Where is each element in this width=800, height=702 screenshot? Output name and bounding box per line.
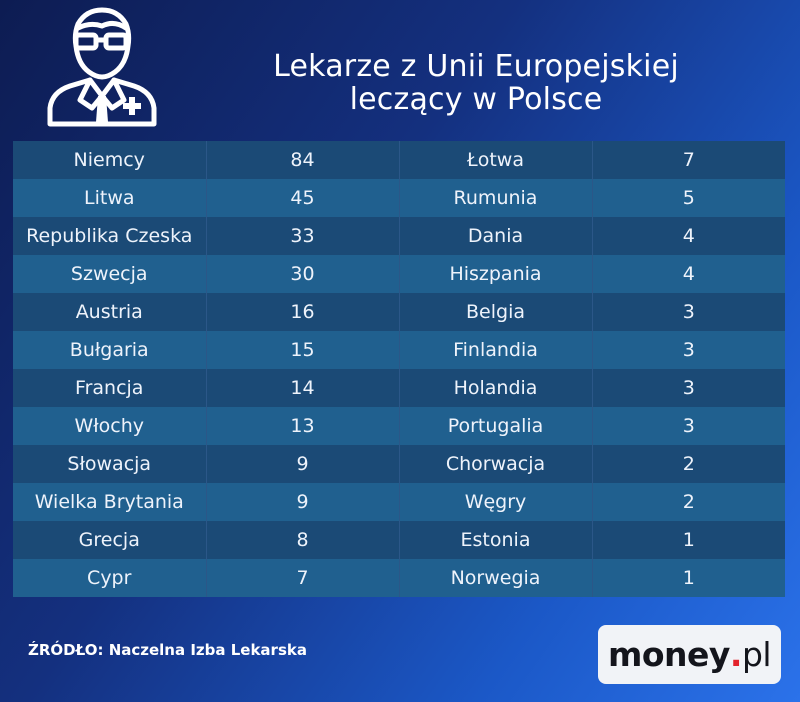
left-value-cell: 15 <box>206 331 400 369</box>
page-title: Lekarze z Unii Europejskiej leczący w Po… <box>196 50 756 116</box>
right-country-cell: Dania <box>399 217 593 255</box>
title-line-1: Lekarze z Unii Europejskiej <box>273 49 679 84</box>
table-row: Austria 16 Belgia 3 <box>13 293 785 331</box>
left-country-cell: Francja <box>13 369 207 407</box>
right-country-cell: Norwegia <box>399 559 593 597</box>
left-value-cell: 9 <box>206 483 400 521</box>
right-country-cell: Holandia <box>399 369 593 407</box>
table-row: Republika Czeska 33 Dania 4 <box>13 217 785 255</box>
right-value-cell: 3 <box>592 331 785 369</box>
table-row: Bułgaria 15 Finlandia 3 <box>13 331 785 369</box>
left-value-cell: 84 <box>206 141 400 179</box>
table-row: Słowacja 9 Chorwacja 2 <box>13 445 785 483</box>
left-country-cell: Republika Czeska <box>13 217 207 255</box>
right-value-cell: 3 <box>592 293 785 331</box>
table-row: Włochy 13 Portugalia 3 <box>13 407 785 445</box>
left-country-cell: Wielka Brytania <box>13 483 207 521</box>
table-row: Szwecja 30 Hiszpania 4 <box>13 255 785 293</box>
right-value-cell: 1 <box>592 559 785 597</box>
left-value-cell: 30 <box>206 255 400 293</box>
right-value-cell: 7 <box>592 141 785 179</box>
left-country-cell: Grecja <box>13 521 207 559</box>
source-note: ŹRÓDŁO: Naczelna Izba Lekarska <box>28 641 307 659</box>
logo-dot: . <box>729 635 743 674</box>
left-country-cell: Niemcy <box>13 141 207 179</box>
right-country-cell: Finlandia <box>399 331 593 369</box>
title-line-2: leczący w Polsce <box>349 82 603 117</box>
doctor-icon <box>47 7 157 127</box>
right-value-cell: 4 <box>592 255 785 293</box>
left-value-cell: 16 <box>206 293 400 331</box>
money-pl-logo: money. pl <box>598 625 781 684</box>
table-row: Francja 14 Holandia 3 <box>13 369 785 407</box>
right-value-cell: 2 <box>592 445 785 483</box>
left-country-cell: Bułgaria <box>13 331 207 369</box>
logo-main: money <box>607 635 730 674</box>
left-value-cell: 14 <box>206 369 400 407</box>
table-row: Wielka Brytania 9 Węgry 2 <box>13 483 785 521</box>
table-row: Grecja 8 Estonia 1 <box>13 521 785 559</box>
left-country-cell: Austria <box>13 293 207 331</box>
right-value-cell: 1 <box>592 521 785 559</box>
table-row: Litwa 45 Rumunia 5 <box>13 179 785 217</box>
right-country-cell: Węgry <box>399 483 593 521</box>
left-value-cell: 33 <box>206 217 400 255</box>
right-country-cell: Łotwa <box>399 141 593 179</box>
left-country-cell: Litwa <box>13 179 207 217</box>
left-country-cell: Szwecja <box>13 255 207 293</box>
right-country-cell: Rumunia <box>399 179 593 217</box>
table-row: Cypr 7 Norwegia 1 <box>13 559 785 597</box>
left-country-cell: Cypr <box>13 559 207 597</box>
table-row: Niemcy 84 Łotwa 7 <box>13 141 785 179</box>
doctors-table: Niemcy 84 Łotwa 7 Litwa 45 Rumunia 5 Republika C… <box>13 141 785 597</box>
right-country-cell: Portugalia <box>399 407 593 445</box>
right-value-cell: 5 <box>592 179 785 217</box>
right-value-cell: 3 <box>592 407 785 445</box>
left-value-cell: 8 <box>206 521 400 559</box>
right-country-cell: Belgia <box>399 293 593 331</box>
logo-suffix: pl <box>741 635 772 674</box>
left-country-cell: Włochy <box>13 407 207 445</box>
left-value-cell: 13 <box>206 407 400 445</box>
left-value-cell: 7 <box>206 559 400 597</box>
right-value-cell: 3 <box>592 369 785 407</box>
left-value-cell: 9 <box>206 445 400 483</box>
table-body: Niemcy 84 Łotwa 7 Litwa 45 Rumunia 5 Republika C… <box>13 141 785 597</box>
right-value-cell: 4 <box>592 217 785 255</box>
left-value-cell: 45 <box>206 179 400 217</box>
right-country-cell: Estonia <box>399 521 593 559</box>
right-country-cell: Hiszpania <box>399 255 593 293</box>
right-country-cell: Chorwacja <box>399 445 593 483</box>
right-value-cell: 2 <box>592 483 785 521</box>
left-country-cell: Słowacja <box>13 445 207 483</box>
